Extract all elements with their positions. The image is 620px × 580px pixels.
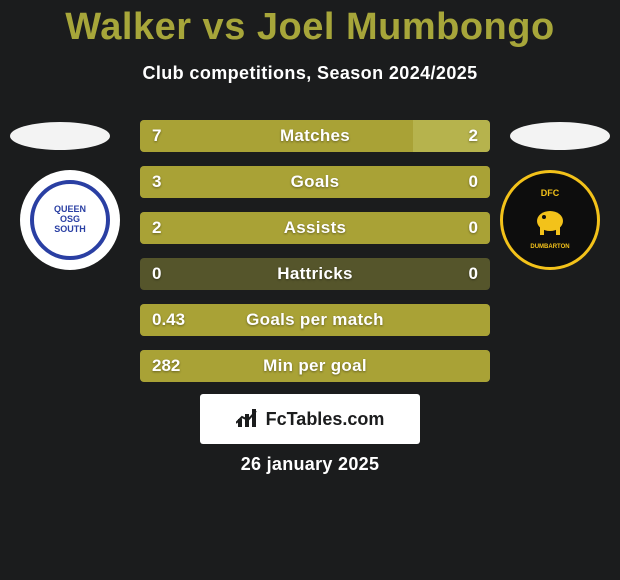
date-text: 26 january 2025 <box>0 454 620 475</box>
bar-row: 30Goals <box>140 166 490 198</box>
club-left-top: QUEEN <box>54 204 86 214</box>
elephant-icon <box>530 199 570 239</box>
club-badge-left: QUEEN OSG SOUTH <box>20 170 120 270</box>
bar-row: 72Matches <box>140 120 490 152</box>
club-left-mid: OSG <box>60 214 80 224</box>
chart-icon <box>236 409 260 429</box>
club-badge-left-text: QUEEN OSG SOUTH <box>54 205 86 235</box>
club-badge-right-text: DFC DUMBARTON <box>530 189 570 252</box>
brand-footer: FcTables.com <box>200 394 420 444</box>
bar-row: 20Assists <box>140 212 490 244</box>
brand-text: FcTables.com <box>266 409 385 430</box>
club-left-bot: SOUTH <box>54 224 86 234</box>
bar-label: Hattricks <box>140 258 490 290</box>
player-photo-left <box>10 122 110 150</box>
bar-row: 282Min per goal <box>140 350 490 382</box>
bar-label: Goals <box>140 166 490 198</box>
club-right-bot: DUMBARTON <box>530 244 569 250</box>
bar-row: 00Hattricks <box>140 258 490 290</box>
page-subtitle: Club competitions, Season 2024/2025 <box>0 63 620 84</box>
club-right-top: DFC <box>541 188 560 198</box>
comparison-bars: 72Matches 30Goals 20Assists 00Hattricks 0.43… <box>140 120 490 396</box>
bar-row: 0.43Goals per match <box>140 304 490 336</box>
player-photo-right <box>510 122 610 150</box>
page-title: Walker vs Joel Mumbongo <box>0 0 620 49</box>
club-badge-left-ring: QUEEN OSG SOUTH <box>30 180 110 260</box>
bar-label: Goals per match <box>140 304 490 336</box>
bar-label: Matches <box>140 120 490 152</box>
bar-label: Assists <box>140 212 490 244</box>
club-badge-right: DFC DUMBARTON <box>500 170 600 270</box>
bar-label: Min per goal <box>140 350 490 382</box>
